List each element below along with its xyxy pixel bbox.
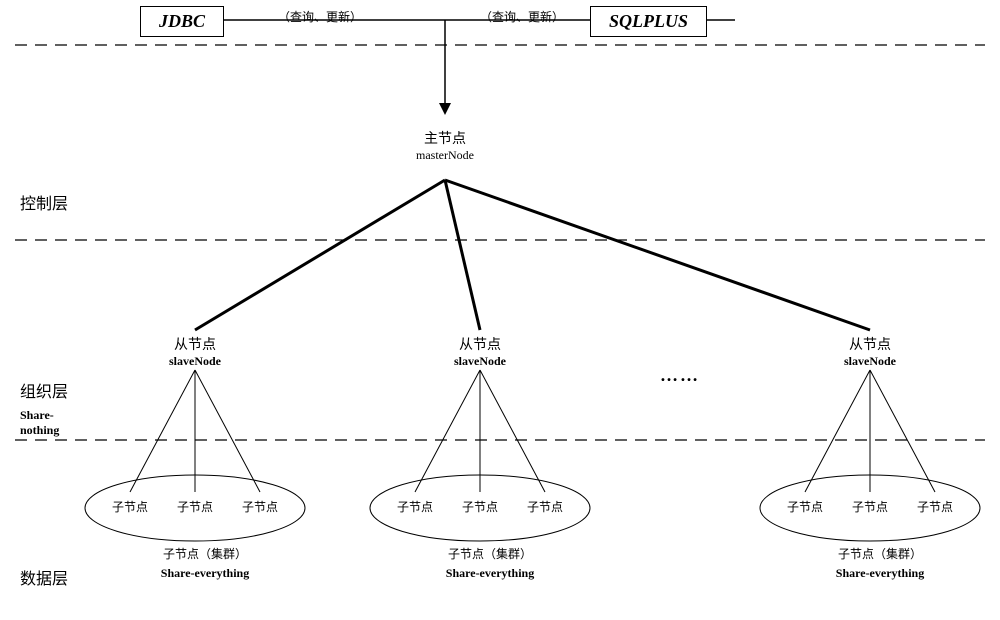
op-label-right: （查询、更新） bbox=[480, 8, 564, 25]
child-cluster-label: 子节点（集群） bbox=[125, 545, 285, 562]
child-node-0-0: 子节点 bbox=[108, 498, 152, 516]
slave-node-2: 从节点slaveNode bbox=[830, 334, 910, 369]
child-cluster-label: 子节点（集群） bbox=[800, 545, 960, 562]
jdbc-box: JDBC bbox=[140, 6, 224, 37]
slave-node-cn: 从节点 bbox=[155, 334, 235, 354]
layer-org-en2: nothing bbox=[20, 423, 68, 438]
slave-node-0: 从节点slaveNode bbox=[155, 334, 235, 369]
master-node-en: masterNode bbox=[405, 148, 485, 163]
child-node-label: 子节点 bbox=[242, 500, 278, 514]
share-everything-label: Share-everything bbox=[800, 566, 960, 581]
share-everything-label: Share-everything bbox=[125, 566, 285, 581]
child-node-label: 子节点 bbox=[177, 500, 213, 514]
child-node-1-2: 子节点 bbox=[523, 498, 567, 516]
layer-data: 数据层 bbox=[20, 565, 68, 589]
layer-org-en1: Share- bbox=[20, 408, 68, 423]
sqlplus-box: SQLPLUS bbox=[590, 6, 707, 37]
diagram-svg bbox=[0, 0, 1000, 620]
child-node-2-1: 子节点 bbox=[848, 498, 892, 516]
slave-node-en: slaveNode bbox=[440, 354, 520, 369]
master-node-cn: 主节点 bbox=[405, 128, 485, 148]
slave-node-1: 从节点slaveNode bbox=[440, 334, 520, 369]
child-node-0-2: 子节点 bbox=[238, 498, 282, 516]
child-node-label: 子节点 bbox=[112, 500, 148, 514]
op-label-left: （查询、更新） bbox=[278, 8, 362, 25]
child-node-label: 子节点 bbox=[787, 500, 823, 514]
child-node-2-0: 子节点 bbox=[783, 498, 827, 516]
slave-node-cn: 从节点 bbox=[830, 334, 910, 354]
child-node-label: 子节点 bbox=[917, 500, 953, 514]
slave-node-en: slaveNode bbox=[830, 354, 910, 369]
child-node-label: 子节点 bbox=[462, 500, 498, 514]
child-node-0-1: 子节点 bbox=[173, 498, 217, 516]
child-cluster-label: 子节点（集群） bbox=[410, 545, 570, 562]
layer-control: 控制层 bbox=[20, 190, 68, 214]
child-node-1-0: 子节点 bbox=[393, 498, 437, 516]
child-node-2-2: 子节点 bbox=[913, 498, 957, 516]
ellipsis-dots: …… bbox=[660, 365, 700, 386]
child-node-label: 子节点 bbox=[852, 500, 888, 514]
child-node-label: 子节点 bbox=[397, 500, 433, 514]
share-everything-label: Share-everything bbox=[410, 566, 570, 581]
layer-org: 组织层 Share- nothing bbox=[20, 378, 68, 438]
child-cluster-1: 子节点（集群） Share-everything bbox=[410, 545, 570, 581]
slave-node-en: slaveNode bbox=[155, 354, 235, 369]
slave-node-cn: 从节点 bbox=[440, 334, 520, 354]
child-cluster-2: 子节点（集群） Share-everything bbox=[800, 545, 960, 581]
child-node-1-1: 子节点 bbox=[458, 498, 502, 516]
layer-org-cn: 组织层 bbox=[20, 378, 68, 402]
child-cluster-0: 子节点（集群） Share-everything bbox=[125, 545, 285, 581]
child-node-label: 子节点 bbox=[527, 500, 563, 514]
master-node: 主节点 masterNode bbox=[405, 128, 485, 163]
